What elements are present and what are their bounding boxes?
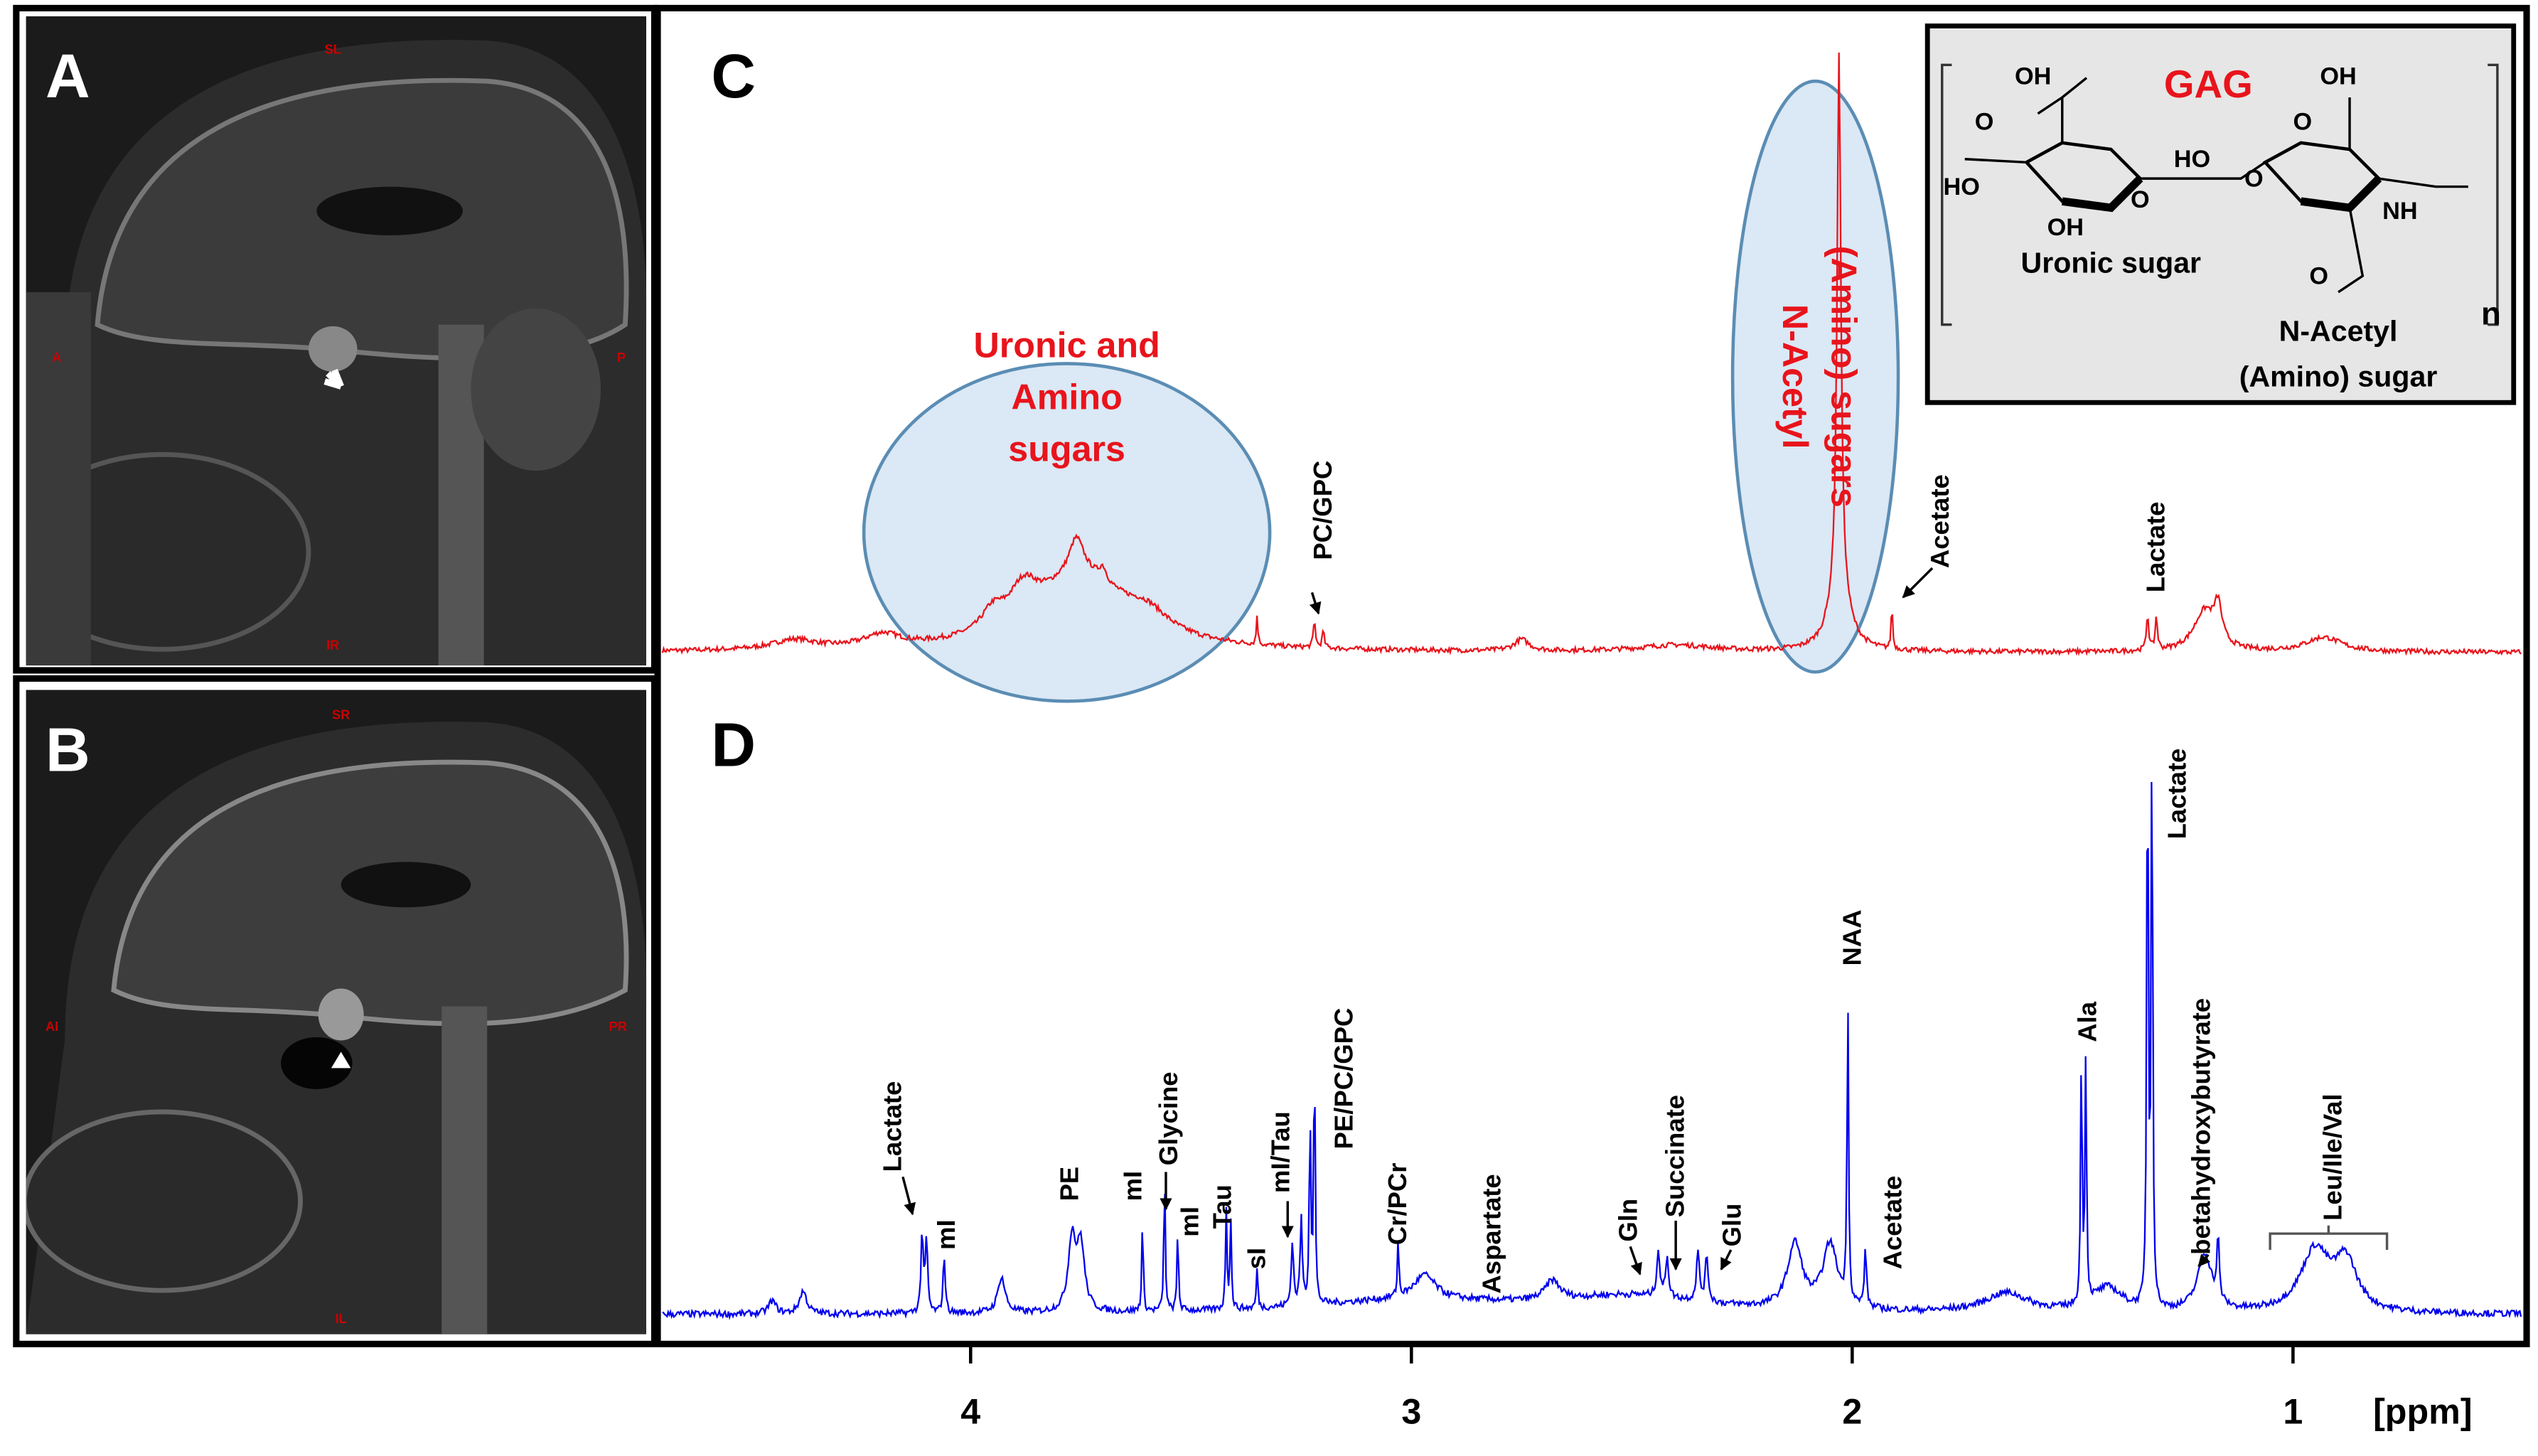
circle-label: Uronic and <box>973 325 1160 365</box>
peak-label: Acetate <box>1925 474 1954 568</box>
orientation-label: IL <box>336 1311 347 1326</box>
peak-label: PE/PC/GPC <box>1329 1008 1359 1150</box>
atom-label: O <box>1975 109 1994 136</box>
x-axis-unit: [ppm] <box>2373 1391 2472 1431</box>
x-tick-label: 1 <box>2283 1391 2303 1431</box>
x-tick-label: 3 <box>1401 1391 1421 1431</box>
peak-label: Leu/Ile/Val <box>2318 1093 2347 1221</box>
peak-label: sI <box>1241 1248 1270 1269</box>
peak-label: Lactate <box>878 1081 907 1172</box>
peak-label: NAA <box>1838 909 1867 965</box>
x-tick-label: 4 <box>960 1391 980 1431</box>
circle-label: sugars <box>1008 429 1125 469</box>
peak-label: Glycine <box>1154 1071 1183 1165</box>
peak-label: mI/Tau <box>1266 1111 1295 1193</box>
peak-label: mI <box>931 1219 960 1250</box>
spectra: 4 3 2 1 [ppm] PC/GPC Acetate Lactate Lactate mI PE… <box>661 52 2522 1431</box>
panel-label: D <box>711 711 756 780</box>
annotation-arrow <box>1902 567 1934 599</box>
atom-label: HO <box>2174 146 2210 173</box>
orientation-label: SR <box>332 707 350 722</box>
inset-repeat: n <box>2481 296 2501 332</box>
orientation-label: AI <box>45 1019 58 1034</box>
gag-inset <box>1924 23 2517 405</box>
spectrum-line <box>662 782 2522 1321</box>
peak-label: betahydroxybutyrate <box>2187 998 2216 1255</box>
inset-label: N-Acetyl <box>2279 314 2398 347</box>
atom-label: HO <box>1943 173 1979 200</box>
atom-label: O <box>2131 186 2150 213</box>
peak-label: Tau <box>1207 1184 1236 1228</box>
inset-label: Uronic sugar <box>2021 247 2202 279</box>
atom-label: OH <box>2015 63 2051 90</box>
atom-label: O <box>2293 109 2312 136</box>
orientation-label: P <box>617 350 626 365</box>
atom-label: O <box>2309 263 2328 290</box>
atom-label: O <box>2244 166 2264 193</box>
bracket <box>2269 1225 2389 1251</box>
peak-label: mI <box>1118 1171 1147 1201</box>
orientation-label: SL <box>325 41 341 56</box>
peak-label: Ala <box>2073 1001 2102 1042</box>
orientation-label: IR <box>326 637 339 652</box>
peak-label: Aspartate <box>1477 1174 1506 1293</box>
peak-label: Lactate <box>2141 502 2170 593</box>
annotation-arrow <box>1720 1249 1733 1270</box>
peak-label: Gln <box>1613 1199 1642 1242</box>
annotation-arrow <box>1309 592 1322 615</box>
spectrum-line <box>661 52 2522 657</box>
peak-label: Succinate <box>1661 1095 1690 1217</box>
peak-label: PC/GPC <box>1308 461 1337 560</box>
peak-label: Lactate <box>2162 749 2191 840</box>
highlight-ellipse <box>1730 79 1900 674</box>
x-tick-label: 2 <box>1842 1391 1862 1431</box>
orientation-label: PR <box>609 1019 627 1034</box>
atom-label: OH <box>2320 63 2356 90</box>
peak-label: mI <box>1175 1206 1204 1237</box>
annotation-arrow <box>1629 1246 1642 1275</box>
peak-label: PE <box>1055 1167 1084 1201</box>
peak-label: Acetate <box>1878 1176 1907 1270</box>
atom-label: OH <box>2047 214 2084 241</box>
mri-b <box>26 690 647 1334</box>
circle-label: Amino <box>1012 377 1123 417</box>
peak-label: Cr/PCr <box>1383 1163 1412 1246</box>
panel-label: A <box>45 42 90 111</box>
annotation-arrow <box>2197 1253 2211 1268</box>
ellipse-label: N-Acetyl <box>1775 304 1815 449</box>
panel-label: C <box>711 42 756 111</box>
annotation-arrow <box>901 1176 916 1216</box>
inset-label: (Amino) sugar <box>2239 360 2438 392</box>
peak-label: Glu <box>1718 1204 1747 1247</box>
panel-label: B <box>45 716 90 785</box>
orientation-label: A <box>52 350 61 365</box>
mri-a <box>26 16 647 666</box>
inset-title: GAG <box>2164 62 2253 106</box>
atom-label: NH <box>2382 198 2417 225</box>
